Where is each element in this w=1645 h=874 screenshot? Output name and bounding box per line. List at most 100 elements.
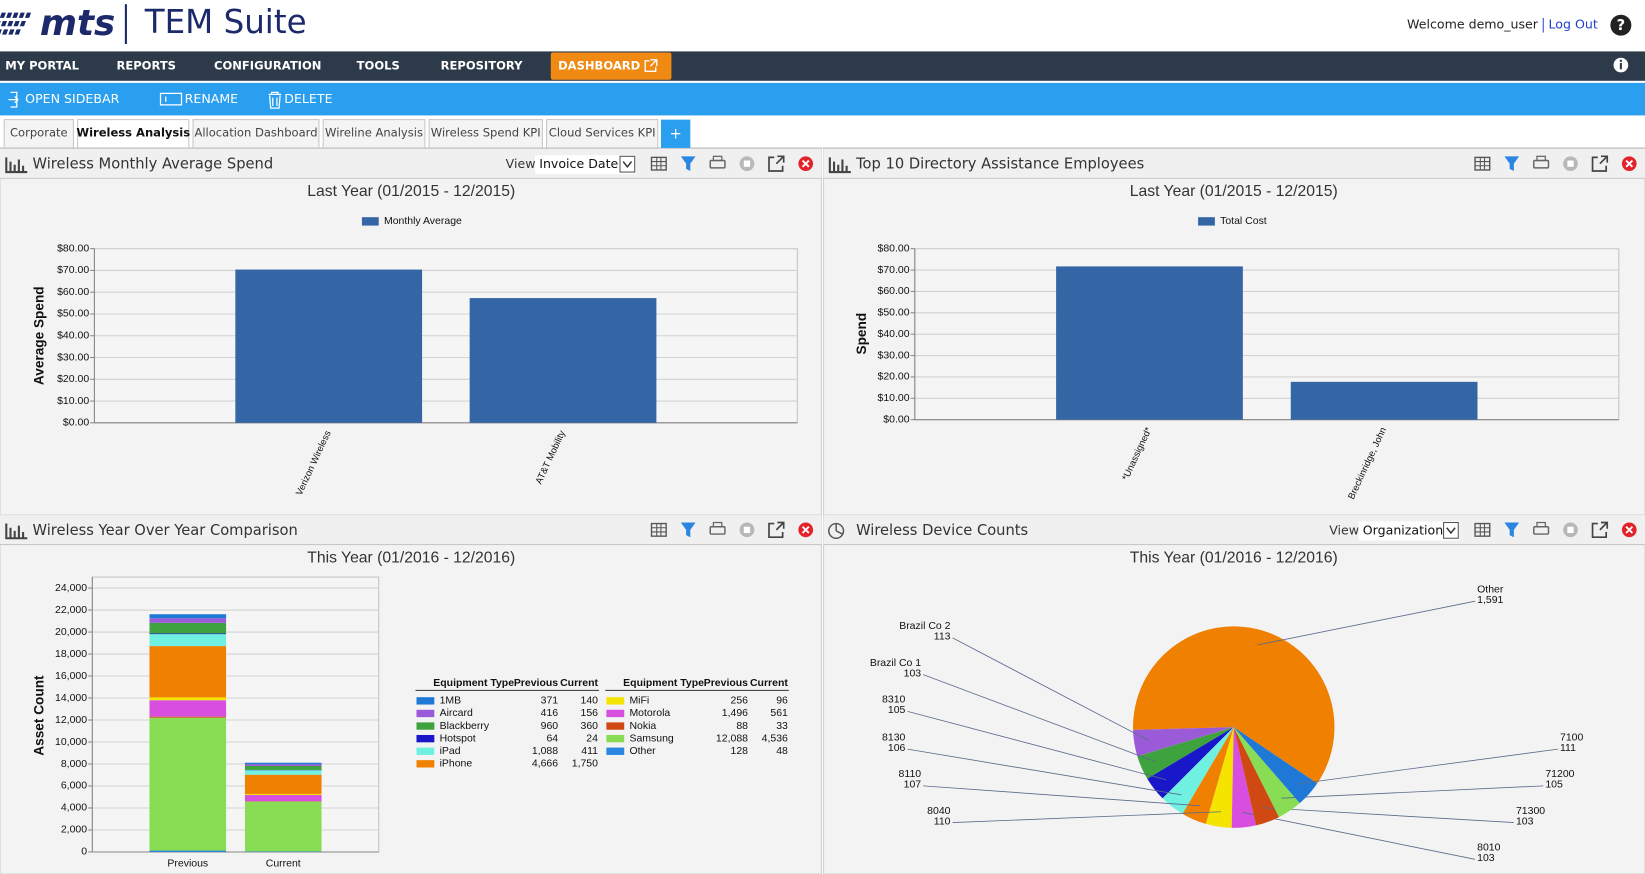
nav-item[interactable]: TOOLS <box>357 59 400 73</box>
info-button[interactable] <box>1613 57 1629 73</box>
tab[interactable]: Cloud Services KPI <box>546 119 659 149</box>
close-icon[interactable] <box>1621 522 1637 538</box>
toolbar-button[interactable]: OPEN SIDEBAR <box>8 91 120 108</box>
tab[interactable]: Allocation Dashboard <box>192 119 320 149</box>
nav-label[interactable]: MY PORTAL <box>5 59 79 73</box>
legend-header: Previous <box>514 678 558 689</box>
toolbar-button[interactable]: RENAME <box>159 91 239 106</box>
y-axis-label: Average Spend <box>31 286 46 385</box>
nav-label[interactable]: DASHBOARD <box>558 59 640 73</box>
legend-value: 1,496 <box>722 708 748 719</box>
view-select[interactable]: Invoice Date <box>535 155 636 175</box>
nav-item[interactable]: CONFIGURATION <box>214 59 321 73</box>
tab[interactable]: Wireless Analysis <box>76 119 190 149</box>
select-value[interactable]: Organization <box>1363 522 1443 537</box>
toolbar-label[interactable]: DELETE <box>284 91 332 106</box>
filter-icon[interactable] <box>1504 156 1520 172</box>
nav-label[interactable]: CONFIGURATION <box>214 59 321 73</box>
popout-icon[interactable] <box>1591 155 1609 172</box>
close-icon[interactable] <box>798 522 814 538</box>
logo-dot <box>0 12 6 18</box>
print-icon[interactable] <box>709 155 726 169</box>
tab-label[interactable]: Wireless Analysis <box>76 126 190 140</box>
tab-label[interactable]: Cloud Services KPI <box>549 126 656 140</box>
table-icon[interactable] <box>650 522 667 537</box>
nav-label[interactable]: REPOSITORY <box>441 59 524 73</box>
slice-label: 71200 <box>1545 769 1574 780</box>
help-button[interactable]: ? <box>1610 14 1632 36</box>
icon-shape <box>1567 160 1574 167</box>
toolbar: OPEN SIDEBAR RENAME DELETE <box>0 82 1645 116</box>
print-icon[interactable] <box>709 521 726 535</box>
slice-value: 113 <box>934 632 951 643</box>
filter-icon[interactable] <box>680 522 696 538</box>
nav-item[interactable]: REPOSITORY <box>441 59 524 73</box>
print-icon[interactable] <box>1533 155 1550 169</box>
tab[interactable]: Wireline Analysis <box>322 119 426 149</box>
toolbar-label[interactable]: RENAME <box>185 91 239 106</box>
view-select[interactable]: Organization <box>1358 521 1460 541</box>
y-tick-label: $70.00 <box>57 265 89 276</box>
nav-item[interactable]: REPORTS <box>116 59 176 73</box>
tab-label[interactable]: Wireline Analysis <box>325 126 423 140</box>
bar-segment <box>244 851 322 852</box>
tab-label[interactable]: Corporate <box>10 126 68 140</box>
tab[interactable]: Corporate <box>3 119 74 149</box>
popout-icon[interactable] <box>768 155 785 172</box>
help-icon: ? <box>1617 17 1626 34</box>
y-tick-label: 18,000 <box>55 649 87 660</box>
toggle-icon[interactable] <box>739 522 755 538</box>
toggle-icon[interactable] <box>1563 156 1578 172</box>
y-tick-label: $30.00 <box>57 352 89 363</box>
y-tick-label: 10,000 <box>55 737 87 748</box>
close-icon[interactable] <box>1621 156 1637 172</box>
y-tick-label: 16,000 <box>55 671 87 682</box>
legend-swatch <box>416 734 435 743</box>
tab-box <box>546 119 659 149</box>
icon-shape <box>1625 159 1634 168</box>
table-icon[interactable] <box>1474 522 1491 537</box>
filter-icon[interactable] <box>680 156 696 172</box>
add-tab-label[interactable]: + <box>669 125 681 142</box>
leader-line <box>1257 600 1476 646</box>
popout-icon[interactable] <box>768 521 785 539</box>
nav-label[interactable]: TOOLS <box>357 59 400 73</box>
icon-shape <box>712 155 723 162</box>
add-tab[interactable]: + <box>660 119 691 148</box>
tab[interactable]: Wireless Spend KPI <box>428 119 543 149</box>
legend-swatch <box>416 709 435 718</box>
logout-link[interactable]: Log Out <box>1548 17 1597 32</box>
legend-label: 1MB <box>440 696 462 707</box>
nav-label[interactable]: REPORTS <box>116 59 176 73</box>
toolbar-label[interactable]: OPEN SIDEBAR <box>25 91 119 106</box>
slice-label: 8310 <box>882 695 905 706</box>
slice-value: 111 <box>1560 743 1576 754</box>
table-icon[interactable] <box>1474 156 1491 171</box>
close-icon[interactable] <box>798 156 814 172</box>
welcome-text: Welcome demo_user <box>1407 17 1539 32</box>
nav-item[interactable]: DASHBOARD <box>550 52 672 80</box>
filter-icon[interactable] <box>1504 522 1520 538</box>
toggle-icon[interactable] <box>1563 522 1578 538</box>
y-axis-label: Spend <box>854 313 869 355</box>
bar-segment <box>149 850 227 852</box>
icon-shape <box>1475 157 1490 170</box>
legend-header: Equipment Type <box>623 678 704 689</box>
toolbar-button[interactable]: DELETE <box>268 91 333 109</box>
toggle-icon[interactable] <box>739 156 755 172</box>
select-value[interactable]: Invoice Date <box>539 156 618 171</box>
pie-slice <box>1133 727 1234 757</box>
slice-value: 105 <box>1545 780 1563 791</box>
pie-slice <box>1233 727 1280 826</box>
tab-bar: Corporate Wireless Analysis Allocation Das… <box>0 116 1645 149</box>
tab-label[interactable]: Allocation Dashboard <box>194 126 317 140</box>
nav-item[interactable]: MY PORTAL <box>5 59 79 73</box>
table-icon[interactable] <box>650 156 667 171</box>
print-icon[interactable] <box>1533 521 1550 535</box>
bar-segment <box>244 764 322 766</box>
app-name: TEM Suite <box>144 3 307 41</box>
tab-label[interactable]: Wireless Spend KPI <box>431 126 541 140</box>
legend-label: Hotspot <box>440 733 476 744</box>
leader-line <box>923 785 1200 807</box>
popout-icon[interactable] <box>1591 521 1609 539</box>
